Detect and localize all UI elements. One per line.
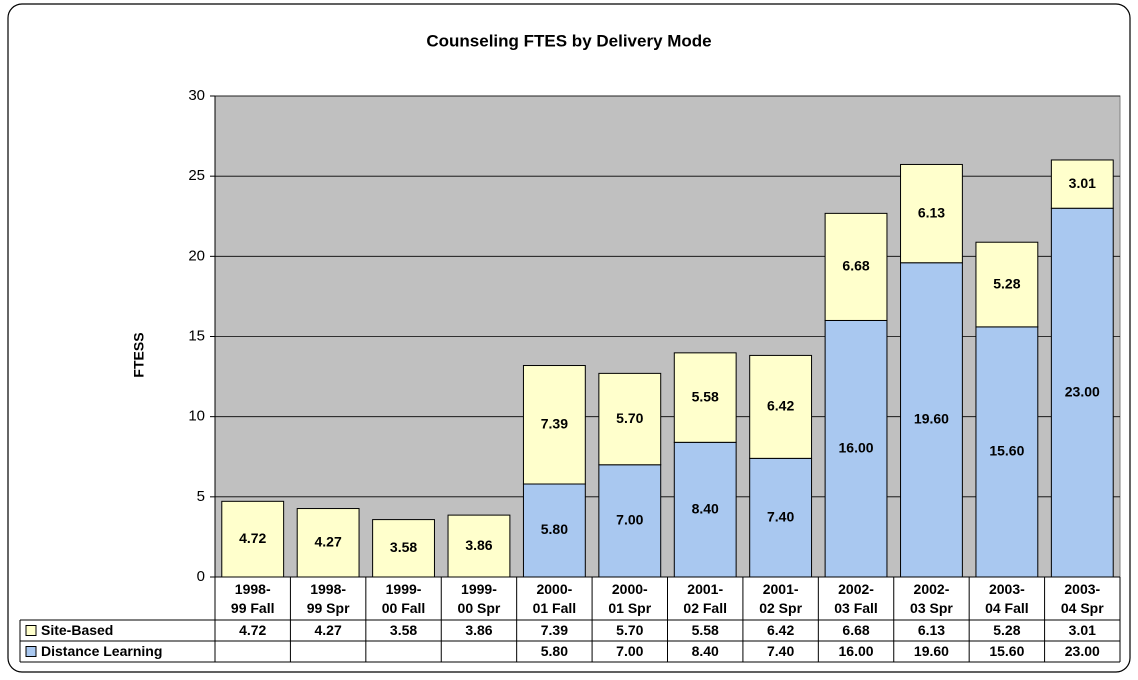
table-cell: 4.27 bbox=[315, 622, 342, 638]
data-label: 5.70 bbox=[616, 410, 643, 426]
table-cell: 3.58 bbox=[390, 622, 417, 638]
bar-segment bbox=[1050, 159, 1114, 209]
y-tick-label: 0 bbox=[197, 568, 205, 585]
table-cell: 23.00 bbox=[1065, 643, 1100, 659]
bar-segment bbox=[673, 352, 737, 443]
data-label: 16.00 bbox=[839, 439, 874, 455]
bar-segment bbox=[522, 365, 586, 485]
table-cell: 3.86 bbox=[465, 622, 492, 638]
table-cell: 5.58 bbox=[692, 622, 719, 638]
table-cell: 7.00 bbox=[616, 643, 643, 659]
table-cell: 3.01 bbox=[1069, 622, 1096, 638]
table-cell: 6.13 bbox=[918, 622, 945, 638]
data-label: 7.40 bbox=[767, 508, 794, 524]
table-cell: 16.00 bbox=[839, 643, 874, 659]
table-cell: 5.70 bbox=[616, 622, 643, 638]
x-tick-label: 1999-00 Fall bbox=[382, 581, 426, 616]
bar-segment bbox=[900, 163, 963, 264]
bar-segment bbox=[447, 514, 511, 578]
x-tick-label: 1999-00 Spr bbox=[458, 581, 501, 616]
y-tick-label: 20 bbox=[188, 247, 205, 264]
data-label: 6.13 bbox=[918, 204, 945, 220]
bar-segment bbox=[824, 319, 888, 578]
y-tick-label: 15 bbox=[188, 327, 205, 344]
table-cell: 7.40 bbox=[767, 643, 794, 659]
bar-segment bbox=[824, 212, 888, 321]
table-cell: 19.60 bbox=[914, 643, 949, 659]
bar-segment bbox=[975, 241, 1039, 328]
table-cell: 6.42 bbox=[767, 622, 794, 638]
data-label: 3.86 bbox=[465, 537, 492, 553]
y-tick-label: 5 bbox=[197, 488, 205, 505]
y-axis-label: FTESS bbox=[131, 332, 147, 377]
bar-segment bbox=[598, 464, 662, 578]
x-tick-label: 2000-01 Spr bbox=[608, 581, 651, 616]
table-cell: 5.80 bbox=[541, 643, 568, 659]
bar-segment bbox=[900, 262, 963, 578]
data-label: 7.39 bbox=[541, 415, 568, 431]
y-tick-label: 25 bbox=[188, 167, 205, 184]
data-label: 3.01 bbox=[1069, 175, 1096, 191]
data-label: 5.80 bbox=[541, 521, 568, 537]
table-cell: 6.68 bbox=[842, 622, 869, 638]
x-tick-label: 2001-02 Spr bbox=[759, 581, 802, 616]
x-tick-label: 1998-99 Fall bbox=[231, 581, 275, 616]
table-cell: 4.72 bbox=[239, 622, 266, 638]
data-label: 19.60 bbox=[914, 411, 949, 427]
bar-segment bbox=[598, 372, 662, 466]
legend-swatch bbox=[25, 625, 37, 636]
table-cell: 7.39 bbox=[541, 622, 568, 638]
legend-label: Site-Based bbox=[41, 622, 113, 638]
y-tick-label: 30 bbox=[188, 87, 205, 104]
x-tick-label: 2000-01 Fall bbox=[533, 581, 577, 616]
bar-segment bbox=[372, 519, 435, 578]
data-label: 23.00 bbox=[1065, 383, 1100, 399]
bar-segment bbox=[522, 483, 586, 578]
data-label: 15.60 bbox=[989, 443, 1024, 459]
x-tick-label: 2003-04 Spr bbox=[1061, 581, 1104, 616]
bar-segment bbox=[749, 354, 813, 459]
table-cell: 15.60 bbox=[989, 643, 1024, 659]
chart-title: Counseling FTES by Delivery Mode bbox=[426, 31, 711, 50]
data-label: 6.68 bbox=[842, 258, 869, 274]
y-tick-label: 10 bbox=[188, 408, 205, 425]
data-label: 6.42 bbox=[767, 398, 794, 414]
bar-segment bbox=[296, 508, 360, 578]
x-tick-label: 2002-03 Fall bbox=[834, 581, 878, 616]
data-label: 8.40 bbox=[692, 500, 719, 516]
data-label: 4.72 bbox=[239, 530, 266, 546]
data-label: 7.00 bbox=[616, 512, 643, 528]
table-cell: 8.40 bbox=[692, 643, 719, 659]
x-tick-label: 2002-03 Spr bbox=[910, 581, 953, 616]
legend-label: Distance Learning bbox=[41, 643, 162, 659]
x-tick-label: 1998-99 Spr bbox=[307, 581, 350, 616]
x-tick-label: 2003-04 Fall bbox=[985, 581, 1029, 616]
table-cell: 5.28 bbox=[993, 622, 1020, 638]
data-label: 4.27 bbox=[315, 533, 342, 549]
bar-segment bbox=[749, 457, 813, 578]
x-tick-label: 2001-02 Fall bbox=[683, 581, 727, 616]
data-label: 5.58 bbox=[692, 388, 719, 404]
data-label: 3.58 bbox=[390, 539, 417, 555]
legend-swatch bbox=[25, 646, 37, 657]
data-label: 5.28 bbox=[993, 275, 1020, 291]
bar-segment bbox=[221, 500, 285, 578]
